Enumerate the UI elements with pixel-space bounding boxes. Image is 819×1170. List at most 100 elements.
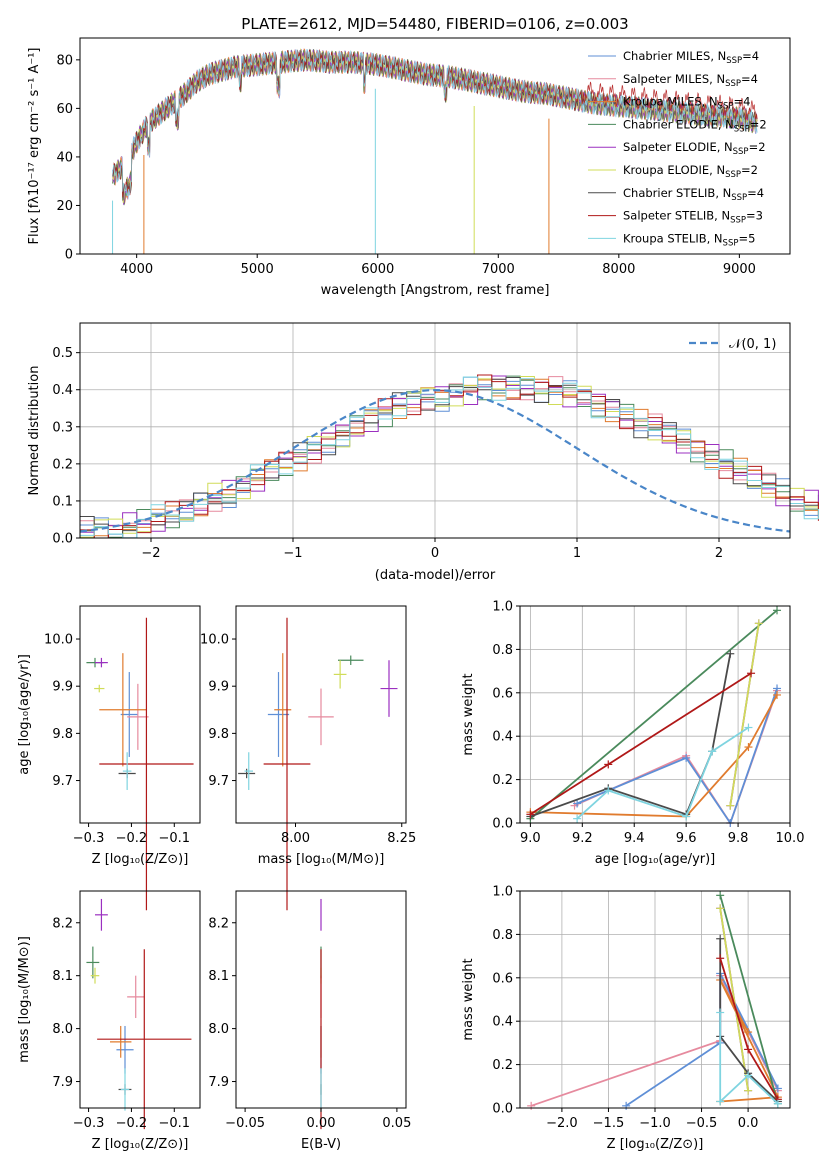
x-tick-label: 7000 xyxy=(482,262,515,277)
legend-text: Salpeter STELIB, N xyxy=(623,209,730,223)
x-tick-label: 9000 xyxy=(723,262,756,277)
histogram-step xyxy=(80,376,819,539)
legend-sub: SSP xyxy=(734,124,750,134)
x-tick-label: 0.0 xyxy=(738,1116,759,1131)
histogram-step xyxy=(80,374,819,539)
weight-line xyxy=(529,609,778,820)
legend-sub: SSP xyxy=(723,238,739,248)
x-axis-label: age [log₁₀(age/yr)] xyxy=(595,852,716,867)
x-tick-label: 0.05 xyxy=(382,1116,411,1131)
x-tick-label: 8000 xyxy=(602,262,635,277)
legend-text: Chabrier MILES, N xyxy=(623,49,726,63)
legend-entry: Chabrier MILES, NSSP=4 xyxy=(623,49,759,66)
x-axis-label: Z [log₁₀(Z/Z⊙)] xyxy=(92,1137,189,1152)
y-tick-label: 0.4 xyxy=(492,730,513,745)
mass_vs_Z-panel: −0.3 −0.2 −0.1 7.9 8.0 8.1 8.2 Z [log₁₀(Z/Z⊙)] m… xyxy=(17,890,201,1152)
x-tick-label: 1 xyxy=(573,546,581,561)
x-tick-label: −0.1 xyxy=(158,1116,190,1131)
legend-sub: SSP xyxy=(731,193,747,203)
x-tick-label: 0 xyxy=(431,546,439,561)
x-axis-label: Z [log₁₀(Z/Z⊙)] xyxy=(92,852,189,867)
x-axis-label: Z [log₁₀(Z/Z⊙)] xyxy=(607,1137,704,1152)
y-tick-label: 9.7 xyxy=(52,774,73,789)
axes-frame xyxy=(79,605,201,824)
y-axis-label: mass [log₁₀(M/M⊙)] xyxy=(17,936,32,1063)
axes-frame xyxy=(235,605,407,824)
x-tick-label: −1 xyxy=(283,546,302,561)
y-tick-label: 8.1 xyxy=(52,969,73,984)
y-tick-label: 10.0 xyxy=(44,633,73,648)
x-tick-label: 8.00 xyxy=(281,831,310,846)
x-tick-label: 9.8 xyxy=(728,831,749,846)
axes-frame xyxy=(519,605,791,824)
legend-suffix: =2 xyxy=(741,163,758,177)
x-tick-label: 0.00 xyxy=(307,1116,336,1131)
y-tick-label: 40 xyxy=(56,150,73,165)
x-tick-label: 9.0 xyxy=(520,831,541,846)
weight-line xyxy=(719,938,779,1103)
y-tick-label: 0.2 xyxy=(492,1058,513,1073)
x-tick-label: −0.2 xyxy=(116,831,148,846)
x-axis-label: E(B-V) xyxy=(301,1137,341,1152)
y-tick-label: 0.8 xyxy=(492,643,513,658)
x-tick-label: −0.1 xyxy=(158,831,190,846)
weight-line xyxy=(719,908,749,1091)
weight-line xyxy=(729,623,760,806)
spectrum-series-line xyxy=(112,49,758,198)
legend-entry: Chabrier ELODIE, NSSP=2 xyxy=(623,117,767,134)
plots-root: 4000 5000 6000 7000 8000 9000020406080wavelen… xyxy=(17,37,819,1152)
axes-frame xyxy=(79,890,201,1109)
legend-entry: Salpeter ELODIE, NSSP=2 xyxy=(623,140,766,157)
x-tick-label: 2 xyxy=(715,546,723,561)
legend-suffix: =2 xyxy=(749,140,766,154)
y-tick-label: 0.3 xyxy=(52,420,73,435)
legend-entry: Kroupa ELODIE, NSSP=2 xyxy=(623,163,758,180)
x-tick-label: −0.3 xyxy=(73,831,105,846)
legend-text: Kroupa ELODIE, N xyxy=(623,163,725,177)
legend-entry: 𝒩(0, 1) xyxy=(729,337,776,352)
y-axis-label: mass weight xyxy=(461,958,476,1040)
legend-entry: Kroupa STELIB, NSSP=5 xyxy=(623,231,755,248)
weight-line xyxy=(576,688,778,825)
legend-entry: Kroupa MILES, NSSP=4 xyxy=(623,95,750,112)
residual-panel: −2 −1 0 1 2 0.0 0.1 0.2 0.3 0.4 0.5 (data-model)/er… xyxy=(27,322,819,583)
y-tick-label: 0.0 xyxy=(492,817,513,832)
x-tick-label: 6000 xyxy=(361,262,394,277)
normal-curve xyxy=(79,388,791,533)
y-tick-label: 1.0 xyxy=(492,885,513,900)
y-tick-label: 8.0 xyxy=(52,1022,73,1037)
legend-text: Salpeter ELODIE, N xyxy=(623,140,733,154)
legend-suffix: =3 xyxy=(746,209,763,223)
x-tick-label: 5000 xyxy=(241,262,274,277)
legend-suffix: =4 xyxy=(733,95,750,109)
y-tick-label: 8.1 xyxy=(208,969,229,984)
x-axis-label: mass [log₁₀(M/M⊙)] xyxy=(258,852,385,867)
spectrum-panel: 4000 5000 6000 7000 8000 9000 0 20 40 60 80 wavelen… xyxy=(27,37,791,298)
x-tick-label: −0.5 xyxy=(686,1116,718,1131)
weight_vs_age-panel: 9.0 9.2 9.4 9.6 9.8 10.0 0.0 0.2 0.4 0.6 0.8 1.0 age… xyxy=(461,600,804,868)
legend-text: Salpeter MILES, N xyxy=(623,72,725,86)
y-tick-label: 20 xyxy=(56,199,73,214)
x-tick-label: −0.2 xyxy=(116,1116,148,1131)
y-tick-label: 7.9 xyxy=(52,1075,73,1090)
y-axis-label: Normed distribution xyxy=(27,366,42,496)
legend-sub: SSP xyxy=(718,102,734,112)
x-tick-label: 10.0 xyxy=(776,831,805,846)
y-axis-label: mass weight xyxy=(461,673,476,755)
y-tick-label: 0.4 xyxy=(492,1015,513,1030)
y-tick-label: 9.9 xyxy=(208,680,229,695)
x-tick-label: −0.3 xyxy=(73,1116,105,1131)
y-tick-label: 0.4 xyxy=(52,383,73,398)
x-tick-label: 9.6 xyxy=(676,831,697,846)
x-axis-label: wavelength [Angstrom, rest frame] xyxy=(321,283,550,298)
y-axis-label: age [log₁₀(age/yr)] xyxy=(17,654,32,775)
weight-line xyxy=(530,694,778,818)
spectrum-series-line xyxy=(112,49,758,197)
legend-sub: SSP xyxy=(733,147,749,157)
legend-suffix: =4 xyxy=(741,72,758,86)
weight-line xyxy=(529,672,752,816)
y-tick-label: 9.8 xyxy=(52,727,73,742)
y-axis-label: Flux [fλ10⁻¹⁷ erg cm⁻² s⁻¹ A⁻¹] xyxy=(27,48,42,245)
y-tick-label: 0.0 xyxy=(52,532,73,547)
